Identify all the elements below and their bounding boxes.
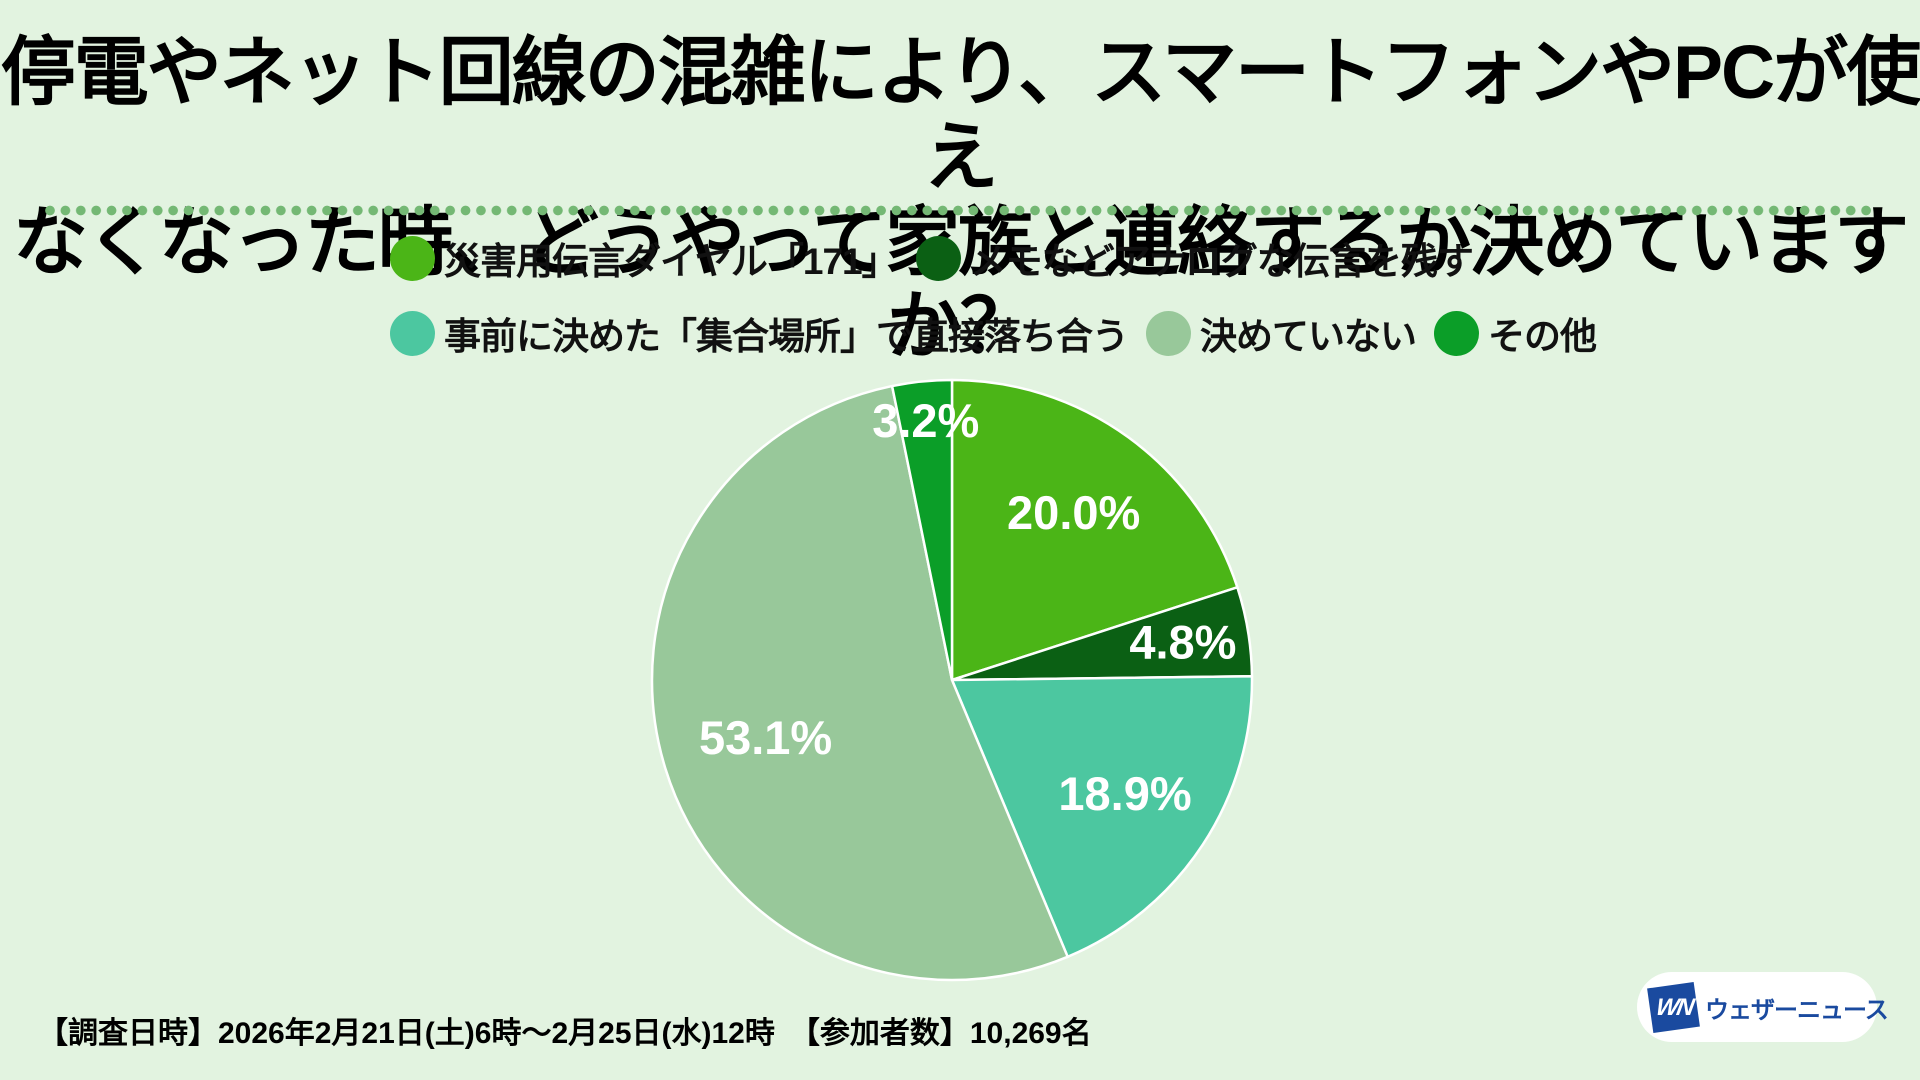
legend-row-0: 災害用伝言ダイヤル「171」 メモなどアナログな伝言を残す [390, 235, 1474, 282]
pie-slice-3 [650, 384, 1069, 982]
legend-item-1: メモなどアナログな伝言を残す [915, 231, 1474, 285]
pie-slice-value-label-4: 3.2% [872, 394, 979, 447]
legend-item-0: 災害用伝言ダイヤル「171」 [390, 231, 899, 285]
dotted-separator [45, 205, 1875, 216]
legend-color-dot-icon [1434, 310, 1479, 356]
legend-label: 事前に決めた「集合場所」で直接落ち合う [444, 316, 1129, 357]
legend-item-2: 事前に決めた「集合場所」で直接落ち合う [390, 306, 1129, 360]
pie-slice-4 [890, 378, 954, 682]
legend-color-dot-icon [390, 235, 435, 281]
legend-label: 災害用伝言ダイヤル「171」 [444, 241, 899, 282]
legend-item-3: 決めていない [1146, 306, 1417, 360]
pie-slice-value-label-3: 53.1% [699, 711, 832, 764]
wn-logo-icon: WN [1647, 981, 1700, 1033]
legend-label: その他 [1488, 316, 1597, 357]
pie-slice-value-label-1: 4.8% [1129, 615, 1236, 668]
pie-slice-value-label-2: 18.9% [1058, 767, 1191, 820]
survey-info: 【調査日時】2026年2月21日(土)6時～2月25日(水)12時 【参加者数】… [38, 1017, 1092, 1050]
pie-slice-2 [950, 674, 1254, 959]
legend-color-dot-icon [1146, 310, 1191, 356]
logo-name: ウェザーニュース [1705, 996, 1889, 1024]
legend-item-4: その他 [1434, 306, 1597, 360]
pie-slice-0 [950, 378, 1239, 682]
legend-color-dot-icon [915, 235, 961, 281]
legend-label: 決めていない [1200, 316, 1417, 357]
pie-slice-value-label-0: 20.0% [1007, 486, 1140, 539]
legend-label: メモなどアナログな伝言を残す [969, 241, 1474, 282]
weathernews-logo: WN ウェザーニュース [1637, 972, 1889, 1042]
wn-logo-mark-text: WN [1653, 993, 1694, 1021]
legend-color-dot-icon [390, 310, 435, 356]
legend-row-1: 事前に決めた「集合場所」で直接落ち合う 決めていない その他 [390, 310, 1597, 357]
